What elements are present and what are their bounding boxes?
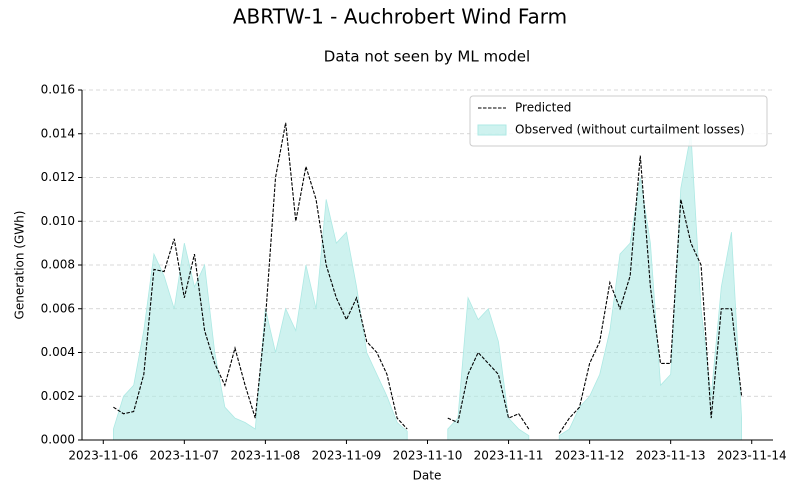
x-tick-label: 2023-11-10 <box>393 449 463 463</box>
predicted-line <box>113 122 743 434</box>
y-tick-label: 0.006 <box>41 301 75 315</box>
y-tick-label: 0.004 <box>41 345 75 359</box>
legend-label: Observed (without curtailment losses) <box>515 123 745 137</box>
observed-area <box>113 133 742 441</box>
x-tick-label: 2023-11-07 <box>149 449 219 463</box>
y-tick-label: 0.002 <box>41 389 75 403</box>
x-tick-label: 2023-11-08 <box>231 449 301 463</box>
y-axis-label: Generation (GWh) <box>13 211 27 320</box>
y-tick-label: 0.000 <box>41 433 75 447</box>
legend-label: Predicted <box>515 101 571 115</box>
legend-swatch <box>477 124 507 136</box>
x-tick-label: 2023-11-09 <box>312 449 382 463</box>
x-tick-label: 2023-11-13 <box>636 449 706 463</box>
y-tick-label: 0.012 <box>41 170 75 184</box>
legend-box <box>469 95 768 147</box>
y-tick-label: 0.010 <box>41 214 75 228</box>
x-tick-label: 2023-11-06 <box>68 449 138 463</box>
chart-subtitle: Data not seen by ML model <box>324 48 530 66</box>
y-tick-label: 0.016 <box>41 83 75 97</box>
x-tick-label: 2023-11-12 <box>555 449 625 463</box>
plot-area <box>82 89 773 441</box>
y-tick-label: 0.008 <box>41 258 75 272</box>
y-tick-label: 0.014 <box>41 126 75 140</box>
x-tick-label: 2023-11-14 <box>717 449 787 463</box>
x-tick-label: 2023-11-11 <box>474 449 544 463</box>
x-axis-label: Date <box>413 469 442 483</box>
chart-title: ABRTW-1 - Auchrobert Wind Farm <box>233 5 567 29</box>
